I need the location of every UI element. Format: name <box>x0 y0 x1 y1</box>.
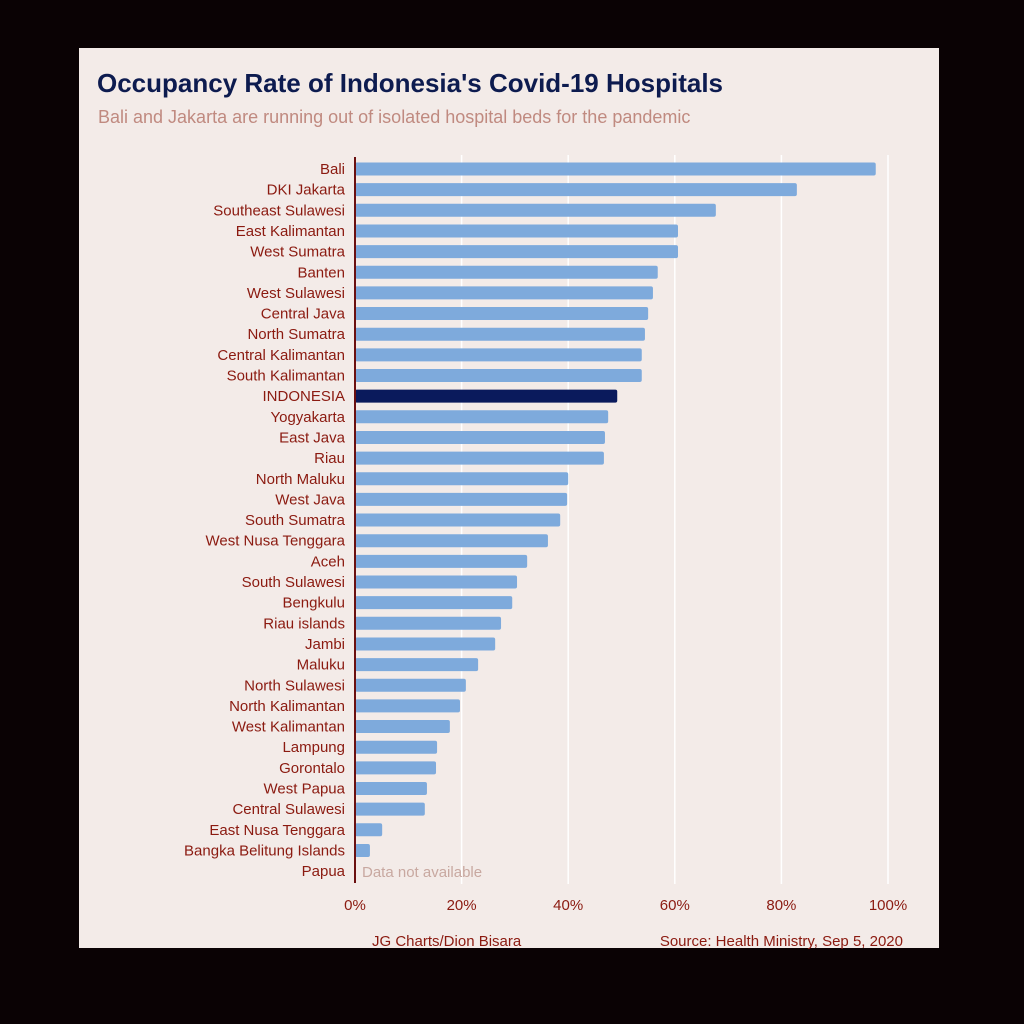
bar <box>355 782 427 795</box>
bar <box>355 389 618 403</box>
chart-title: Occupancy Rate of Indonesia's Covid-19 H… <box>97 68 724 98</box>
category-label: Maluku <box>297 657 345 674</box>
category-label: Southeast Sulawesi <box>213 202 345 219</box>
category-label: West Kalimantan <box>232 719 345 736</box>
bar <box>355 183 797 197</box>
category-label: Riau islands <box>263 615 345 632</box>
category-label: South Kalimantan <box>227 368 345 385</box>
bar <box>355 802 425 816</box>
x-tick-label: 0% <box>344 897 366 914</box>
category-label: Bali <box>320 161 345 178</box>
category-label: West Java <box>275 491 345 508</box>
bar <box>355 307 649 321</box>
bar <box>355 451 604 465</box>
bar <box>355 699 461 713</box>
category-label: Banten <box>297 264 345 281</box>
bar <box>355 286 653 300</box>
bar <box>355 678 466 692</box>
x-tick-label: 20% <box>447 897 477 914</box>
bar <box>355 410 609 424</box>
bar <box>355 658 479 672</box>
category-label: Bengkulu <box>282 595 345 612</box>
category-label: West Sulawesi <box>247 285 345 302</box>
bar <box>355 740 438 754</box>
bar <box>355 554 528 568</box>
bar <box>355 327 645 341</box>
category-label: Bangka Belitung Islands <box>184 842 345 859</box>
category-label: INDONESIA <box>262 388 345 405</box>
bar <box>355 843 370 857</box>
bar <box>355 369 642 382</box>
category-label: East Java <box>279 429 346 446</box>
category-label: North Sulawesi <box>244 677 345 694</box>
category-label: East Kalimantan <box>236 223 345 240</box>
category-label: Papua <box>302 863 346 880</box>
bar <box>355 492 568 506</box>
bar <box>355 616 502 630</box>
x-tick-label: 100% <box>869 897 907 914</box>
category-label: Central Java <box>261 306 346 323</box>
bar <box>355 472 569 486</box>
bar <box>355 575 518 589</box>
bar <box>355 245 678 259</box>
credit: JG Charts/Dion Bisara <box>372 933 522 950</box>
bar <box>355 224 678 238</box>
bar <box>355 823 383 837</box>
category-label: South Sulawesi <box>242 574 345 591</box>
category-label: Riau <box>314 450 345 467</box>
bar <box>355 720 450 734</box>
bar <box>355 513 561 527</box>
x-tick-label: 80% <box>766 897 796 914</box>
x-tick-label: 40% <box>553 897 583 914</box>
category-label: North Maluku <box>256 471 345 488</box>
bar <box>355 596 513 610</box>
bar <box>355 637 496 651</box>
x-tick-label: 60% <box>660 897 690 914</box>
category-label: DKI Jakarta <box>267 182 346 199</box>
category-label: East Nusa Tenggara <box>209 822 345 839</box>
category-label: Yogyakarta <box>270 409 345 426</box>
source: Source: Health Ministry, Sep 5, 2020 <box>660 933 903 950</box>
bar <box>355 265 658 279</box>
category-label: North Sumatra <box>247 326 345 343</box>
chart-subtitle: Bali and Jakarta are running out of isol… <box>98 107 691 127</box>
category-label: West Sumatra <box>250 244 345 261</box>
category-label: Aceh <box>311 553 345 570</box>
na-label: Data not available <box>362 864 482 881</box>
category-label: West Papua <box>264 781 346 798</box>
category-label: Central Kalimantan <box>217 347 345 364</box>
bar <box>355 761 437 775</box>
bar <box>355 534 548 548</box>
bar <box>355 430 605 444</box>
category-label: West Nusa Tenggara <box>205 533 345 550</box>
bar <box>355 203 716 217</box>
category-label: Central Sulawesi <box>232 801 345 818</box>
bar <box>355 348 642 362</box>
category-label: Gorontalo <box>279 760 345 777</box>
category-label: Lampung <box>282 739 345 756</box>
category-label: North Kalimantan <box>229 698 345 715</box>
category-label: South Sumatra <box>245 512 346 529</box>
category-label: Jambi <box>305 636 345 653</box>
bar <box>355 162 876 176</box>
